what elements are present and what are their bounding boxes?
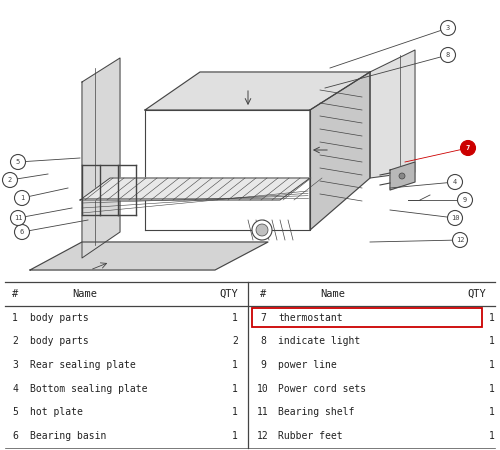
Text: hot plate: hot plate (30, 407, 83, 418)
Text: indicate light: indicate light (278, 336, 360, 346)
Text: body parts: body parts (30, 313, 89, 323)
Text: thermostant: thermostant (278, 313, 342, 323)
Polygon shape (370, 50, 415, 178)
Text: QTY: QTY (467, 289, 486, 299)
Text: 1: 1 (489, 384, 495, 394)
Polygon shape (145, 72, 370, 110)
Text: 1: 1 (489, 313, 495, 323)
Text: 12: 12 (257, 431, 269, 441)
Text: 1: 1 (232, 313, 238, 323)
Text: 7: 7 (466, 145, 470, 151)
Text: 1: 1 (232, 360, 238, 370)
Text: 2: 2 (8, 177, 12, 183)
Text: 5: 5 (16, 159, 20, 165)
Circle shape (448, 175, 462, 189)
Text: 1: 1 (489, 336, 495, 346)
Text: 2: 2 (12, 336, 18, 346)
Circle shape (458, 193, 472, 207)
Text: QTY: QTY (219, 289, 238, 299)
Text: 1: 1 (489, 407, 495, 418)
Text: Power cord sets: Power cord sets (278, 384, 366, 394)
Circle shape (448, 211, 462, 225)
Text: 3: 3 (446, 25, 450, 31)
Polygon shape (82, 58, 120, 258)
Text: 11: 11 (14, 215, 22, 221)
Polygon shape (310, 72, 370, 230)
Circle shape (256, 224, 268, 236)
Text: body parts: body parts (30, 336, 89, 346)
Text: 6: 6 (20, 229, 24, 235)
Text: Rear sealing plate: Rear sealing plate (30, 360, 136, 370)
Polygon shape (390, 162, 415, 190)
Text: 10: 10 (257, 384, 269, 394)
Text: 1: 1 (232, 431, 238, 441)
Circle shape (10, 154, 26, 170)
Text: 8: 8 (260, 336, 266, 346)
Text: Rubber feet: Rubber feet (278, 431, 342, 441)
Text: power line: power line (278, 360, 337, 370)
Circle shape (440, 48, 456, 63)
Text: 4: 4 (12, 384, 18, 394)
Text: 3: 3 (12, 360, 18, 370)
Text: Bottom sealing plate: Bottom sealing plate (30, 384, 148, 394)
Circle shape (10, 211, 26, 225)
Text: 9: 9 (260, 360, 266, 370)
Text: 10: 10 (451, 215, 459, 221)
Circle shape (14, 225, 30, 239)
Text: 4: 4 (453, 179, 457, 185)
Text: 6: 6 (12, 431, 18, 441)
Text: 7: 7 (260, 313, 266, 323)
Polygon shape (80, 178, 310, 200)
Text: Bearing shelf: Bearing shelf (278, 407, 354, 418)
Text: 1: 1 (489, 360, 495, 370)
Text: Bearing basin: Bearing basin (30, 431, 106, 441)
Text: 12: 12 (456, 237, 464, 243)
Circle shape (2, 172, 18, 188)
Circle shape (460, 140, 475, 156)
Text: #: # (12, 289, 18, 299)
Text: 8: 8 (446, 52, 450, 58)
Text: 1: 1 (12, 313, 18, 323)
Text: 1: 1 (232, 384, 238, 394)
Text: 9: 9 (463, 197, 467, 203)
Text: 1: 1 (20, 195, 24, 201)
Circle shape (452, 233, 468, 248)
Circle shape (440, 21, 456, 36)
Circle shape (399, 173, 405, 179)
Text: 11: 11 (257, 407, 269, 418)
Polygon shape (30, 242, 268, 270)
Circle shape (14, 190, 30, 206)
Circle shape (252, 220, 272, 240)
Polygon shape (145, 110, 310, 230)
Text: 1: 1 (232, 407, 238, 418)
Text: #: # (260, 289, 266, 299)
Text: 2: 2 (232, 336, 238, 346)
Text: 5: 5 (12, 407, 18, 418)
Text: Name: Name (320, 289, 345, 299)
Text: Name: Name (72, 289, 98, 299)
Text: 1: 1 (489, 431, 495, 441)
